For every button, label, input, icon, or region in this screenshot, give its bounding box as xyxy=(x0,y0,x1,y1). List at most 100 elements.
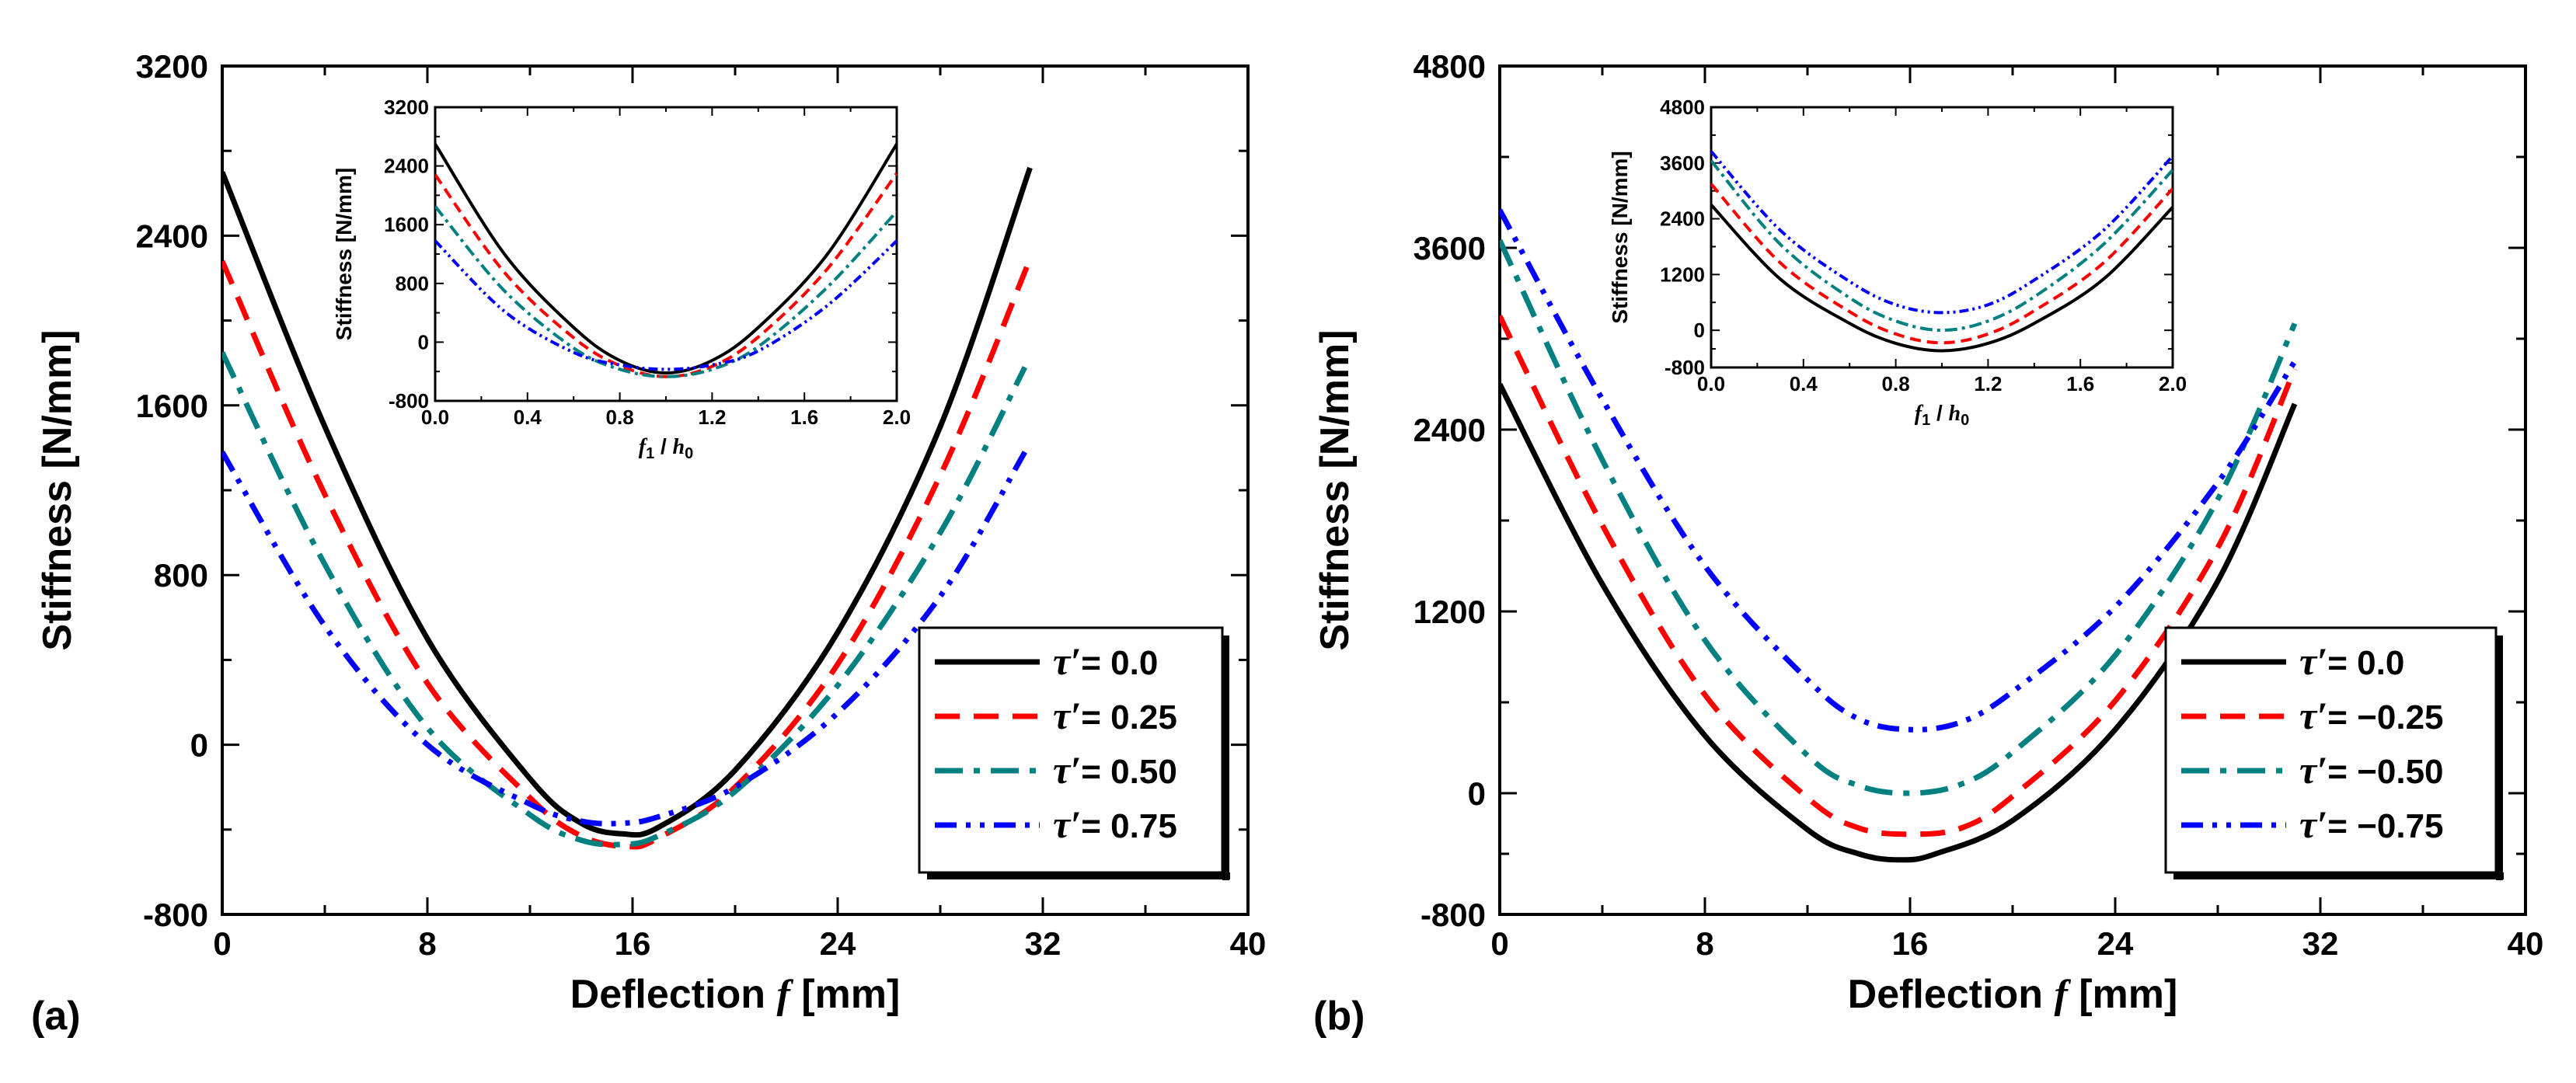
panel-b-x-tick-label: 32 xyxy=(2302,925,2339,962)
panel-b-y-tick-label: 3600 xyxy=(1413,230,1486,266)
panel-a-x-tick-label: 16 xyxy=(615,925,651,962)
panel-a-legend-label-3: τ′= 0.75 xyxy=(1053,803,1177,846)
panel-b-y-tick-label: 1200 xyxy=(1413,594,1486,630)
panel-a-legend-value: = 0.25 xyxy=(1081,698,1177,737)
panel-b-inset-background xyxy=(1711,107,2173,367)
panel-a-y-tick-label: 1600 xyxy=(136,388,208,424)
panel-a-inset-x-tick-label: 0.4 xyxy=(514,406,542,429)
panel-a-series-line-2 xyxy=(222,351,1028,848)
panel-a-y-tick-label: -800 xyxy=(143,897,208,933)
panel-b-series-line-3 xyxy=(1500,208,2297,733)
panel-b-inset-x-label-den: h xyxy=(1949,402,1961,426)
panel-a-inset-x-label-den-sub: 0 xyxy=(685,445,693,462)
panel-a-x-tick-label: 40 xyxy=(1230,925,1267,962)
panel-a-legend-value: = 0.75 xyxy=(1081,807,1177,845)
panel-b-x-tick-label: 0 xyxy=(1490,925,1508,962)
panel-a-legend-value: = 0.50 xyxy=(1081,753,1177,791)
panel-b-inset-x-tick-label: 0.8 xyxy=(1882,372,1910,395)
panel-a-inset-x-label-sep: / xyxy=(654,434,672,458)
panel-b-inset-series-line-2 xyxy=(1711,159,2173,333)
panel-b-x-axis-label: Deflection f [mm] xyxy=(1848,972,2178,1017)
panel-a-panel-label: (a) xyxy=(31,994,81,1039)
panel-b-inset-x-label-sep: / xyxy=(1930,401,1948,425)
panel-b-inset-y-tick-label: 2400 xyxy=(1660,207,1705,231)
panel-a-chart: 0 8 16 24 32 40-8000800160024003200Deflection… xyxy=(31,48,1266,1039)
panel-a-x-axis-label: Deflection f [mm] xyxy=(570,972,901,1017)
panel-b-legend-tau: τ′ xyxy=(2299,694,2327,737)
panel-a-x-axis-label-var: f xyxy=(776,973,793,1017)
panel-b-inset-x-tick-label: 0.0 xyxy=(1697,372,1725,395)
panel-a-inset-x-label-num-sub: 1 xyxy=(646,445,654,462)
panel-b-inset-y-tick-label: 0 xyxy=(1694,319,1705,342)
panel-b-inset-y-tick-label: 4800 xyxy=(1660,96,1705,119)
panel-a-inset-x-label-den: h xyxy=(673,435,685,459)
panel-a-legend-shadow-bottom xyxy=(927,872,1230,879)
panel-b-legend-tau: τ′ xyxy=(2299,803,2327,846)
panel-a-legend-shadow-right xyxy=(1222,636,1229,880)
panel-a-x-tick-label: 24 xyxy=(820,925,856,962)
panel-b-legend-label-0: τ′= 0.0 xyxy=(2299,639,2404,683)
panel-b-chart: 0 8 16 24 32 40-80001200240036004800Deflectio… xyxy=(1312,48,2543,1039)
panel-a-inset-x-tick-label: 0.0 xyxy=(421,406,449,429)
panel-b-inset-series-line-3 xyxy=(1711,150,2173,315)
panel-a-y-tick-label: 3200 xyxy=(136,48,208,85)
panel-a-legend-label-0: τ′= 0.0 xyxy=(1053,639,1158,683)
panel-a-inset-series-line-3 xyxy=(435,239,897,371)
panel-b-x-axis-label-unit: [mm] xyxy=(2068,972,2178,1017)
panel-b-x-tick-label: 40 xyxy=(2508,925,2544,962)
panel-b-inset-y-tick-label: -800 xyxy=(1664,356,1705,379)
panel-a-legend: τ′= 0.0τ′= 0.25τ′= 0.50τ′= 0.75 xyxy=(918,626,1230,880)
panel-b-legend-value: = 0.0 xyxy=(2327,644,2404,682)
panel-b-legend-label-2: τ′= −0.50 xyxy=(2299,748,2444,792)
panel-b-inset-x-tick-label: 2.0 xyxy=(2159,372,2187,395)
panel-a-legend-tau: τ′ xyxy=(1053,694,1081,737)
panel-a-inset-x-tick-label: 2.0 xyxy=(883,406,911,429)
panel-a-inset-x-tick-label: 1.2 xyxy=(698,406,726,429)
panel-a-legend-tau: τ′ xyxy=(1053,803,1081,846)
panel-b-x-axis-label-prefix: Deflection xyxy=(1848,972,2055,1017)
panel-a-inset-y-tick-label: 2400 xyxy=(384,155,429,178)
panel-b-legend-shadow-right xyxy=(2496,636,2503,880)
panel-a-inset-series-line-0 xyxy=(435,143,897,375)
panel-a-legend-label-1: τ′= 0.25 xyxy=(1053,694,1177,737)
panel-a-series-line-3 xyxy=(222,451,1027,827)
panel-a-inset-x-tick-label: 0.8 xyxy=(606,406,634,429)
panel-b-legend-label-3: τ′= −0.75 xyxy=(2299,803,2444,846)
panel-a-inset-x-label-num: f xyxy=(639,435,648,459)
panel-b-legend-tau: τ′ xyxy=(2299,639,2327,683)
panel-a-legend-tau: τ′ xyxy=(1053,748,1081,792)
panel-b-legend-box xyxy=(2164,626,2498,874)
panel-b-series-line-2 xyxy=(1500,239,2298,796)
panel-a-y-tick-label: 2400 xyxy=(136,218,208,254)
panel-a-inset-series-line-2 xyxy=(435,205,897,378)
panel-b-inset-x-label-den-sub: 0 xyxy=(1961,412,1969,429)
panel-a-series-line-0 xyxy=(222,166,1033,838)
panel-b-inset-y-tick-label: 1200 xyxy=(1660,263,1705,286)
panel-b-inset-series-line-0 xyxy=(1711,204,2173,353)
panel-a-inset-x-axis-label: f1 / h0 xyxy=(639,434,694,462)
panel-a-inset-y-tick-label: 3200 xyxy=(384,96,429,119)
panel-a-x-tick-label: 0 xyxy=(213,925,231,962)
panel-b-x-axis-label-var: f xyxy=(2054,973,2071,1017)
panel-b-y-tick-label: -800 xyxy=(1420,897,1486,933)
panel-b-inset-y-tick-label: 3600 xyxy=(1660,151,1705,175)
panel-a-x-axis-label-prefix: Deflection xyxy=(570,972,777,1017)
panel-a-inset-y-tick-label: -800 xyxy=(389,389,429,413)
panel-b-legend-value: = −0.50 xyxy=(2327,753,2443,791)
panel-a-inset-y-axis-label: Stiffness [N/mm] xyxy=(332,168,356,340)
panel-a-legend-value: = 0.0 xyxy=(1081,644,1158,682)
panel-a-series-line-1 xyxy=(222,258,1033,850)
panel-b-y-axis-label: Stiffness [N/mm] xyxy=(1312,329,1358,650)
panel-b-inset-x-tick-label: 0.4 xyxy=(1790,372,1818,395)
panel-a-inset-background xyxy=(435,107,897,401)
panel-a-y-axis-label: Stiffness [N/mm] xyxy=(35,329,80,650)
panel-b-legend-tau: τ′ xyxy=(2299,748,2327,792)
panel-b-y-tick-label: 0 xyxy=(1468,775,1486,812)
panel-b-inset-y-axis-label: Stiffness [N/mm] xyxy=(1608,151,1632,323)
panel-a-inset-y-tick-label: 1600 xyxy=(384,213,429,236)
panel-a-inset-series-line-1 xyxy=(435,172,897,378)
panel-b-legend-value: = −0.75 xyxy=(2327,807,2443,845)
panel-a-inset-y-tick-label: 800 xyxy=(396,272,429,295)
panel-a-legend-label-2: τ′= 0.50 xyxy=(1053,748,1177,792)
